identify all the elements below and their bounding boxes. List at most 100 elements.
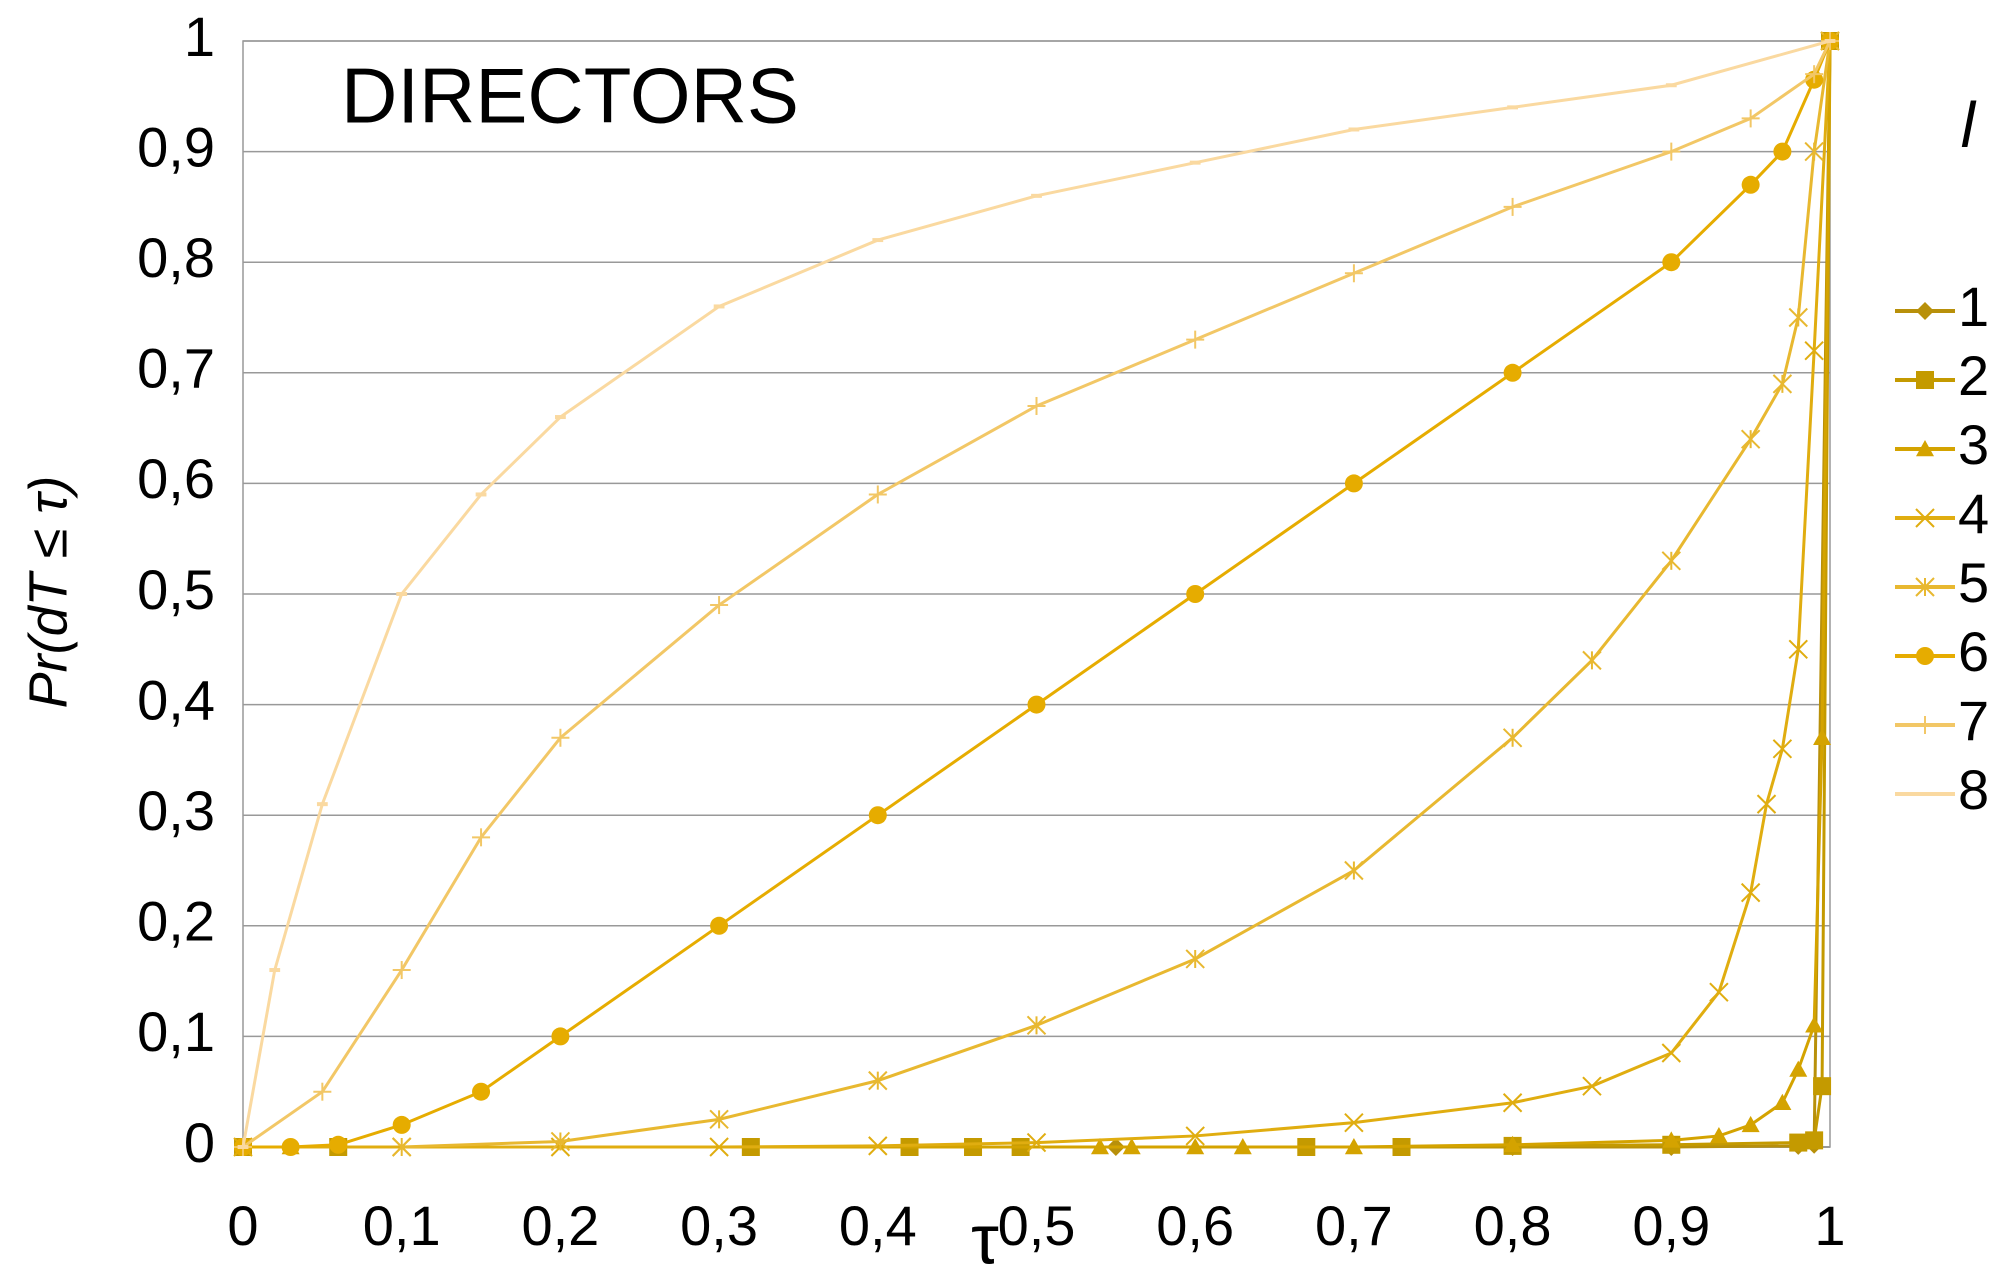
legend-marker <box>1915 508 1935 528</box>
series-line <box>241 39 1831 1148</box>
x-tick-label: 0,6 <box>1156 1194 1234 1257</box>
y-tick-label: 0 <box>184 1111 215 1174</box>
x-tick-label: 0,1 <box>363 1194 441 1257</box>
x-axis-label: τ <box>971 1200 999 1278</box>
x-tick-label: 0,7 <box>1315 1194 1393 1257</box>
legend-marker <box>1916 302 1934 320</box>
y-tick-label: 0,2 <box>137 890 215 953</box>
marker <box>1709 982 1729 1002</box>
marker <box>1772 739 1793 759</box>
marker <box>1813 1077 1832 1096</box>
marker <box>1503 363 1522 382</box>
marker <box>1741 175 1760 194</box>
marker <box>1502 728 1523 748</box>
marker <box>1709 1126 1728 1144</box>
marker <box>1027 695 1046 714</box>
marker <box>472 1082 491 1101</box>
y-tick-label: 0,8 <box>137 226 215 289</box>
marker <box>551 728 570 747</box>
legend-marker <box>1916 440 1934 457</box>
marker <box>1661 551 1682 571</box>
x-tick-label: 0 <box>227 1194 258 1257</box>
marker <box>1773 142 1792 161</box>
legend-marker <box>1916 371 1934 389</box>
marker <box>1502 1093 1523 1113</box>
x-tick-label: 0,3 <box>680 1194 758 1257</box>
x-tick-label: 0,5 <box>998 1194 1076 1257</box>
marker <box>1186 330 1205 349</box>
legend-label: 8 <box>1958 758 1989 821</box>
legend-label: 2 <box>1958 344 1989 407</box>
x-tick-label: 1 <box>1814 1194 1845 1257</box>
marker <box>1026 1015 1047 1036</box>
marker <box>1186 1138 1205 1155</box>
marker <box>1788 639 1808 660</box>
marker <box>868 1070 888 1091</box>
marker <box>329 1135 348 1154</box>
legend-marker <box>1916 647 1934 665</box>
marker <box>1740 429 1761 449</box>
x-tick-label: 0,8 <box>1474 1194 1552 1257</box>
y-tick-label: 0,9 <box>137 115 215 178</box>
x-tick-label: 0,2 <box>521 1194 599 1257</box>
marker <box>1741 109 1760 128</box>
legend-label: 6 <box>1958 620 1989 683</box>
y-tick-label: 0,4 <box>137 668 215 731</box>
marker <box>281 1138 300 1156</box>
y-tick-label: 0,3 <box>137 779 215 842</box>
marker <box>1344 1112 1364 1133</box>
marker <box>472 828 491 847</box>
marker <box>1788 307 1808 328</box>
marker <box>1344 264 1363 283</box>
marker <box>1662 253 1681 272</box>
y-tick-label: 0,1 <box>137 1000 215 1063</box>
marker <box>1090 1138 1109 1155</box>
marker <box>1582 1076 1602 1096</box>
marker <box>551 1027 570 1046</box>
marker <box>1805 65 1824 84</box>
x-tick-label: 0,4 <box>839 1194 917 1257</box>
marker <box>1503 197 1522 216</box>
legend-label: 4 <box>1958 482 1989 545</box>
marker <box>1185 1126 1205 1146</box>
marker <box>1026 1132 1047 1153</box>
legend-marker <box>1915 577 1935 597</box>
marker <box>1805 1016 1824 1033</box>
marker <box>1233 1138 1252 1155</box>
marker <box>1789 1133 1808 1152</box>
marker <box>1773 1093 1792 1110</box>
marker <box>1122 1138 1141 1155</box>
marker <box>392 961 411 980</box>
marker <box>710 596 729 615</box>
legend-label: 7 <box>1958 689 1989 752</box>
marker <box>1582 650 1602 671</box>
marker <box>1756 794 1777 814</box>
legend-label: 1 <box>1958 275 1989 338</box>
marker <box>1503 1135 1522 1152</box>
x-tick-label: 0,9 <box>1632 1194 1710 1257</box>
marker <box>868 485 887 504</box>
annotation: DIRECTORS <box>341 52 799 140</box>
marker <box>1804 141 1824 162</box>
marker <box>392 1115 411 1134</box>
legend-label: 3 <box>1958 413 1989 476</box>
marker <box>1186 585 1205 603</box>
marker <box>710 916 729 935</box>
marker <box>1661 1043 1682 1063</box>
marker <box>313 1082 332 1101</box>
y-tick-label: 0,5 <box>137 558 215 621</box>
legend-label: 5 <box>1958 551 1989 614</box>
marker <box>868 1136 888 1156</box>
marker <box>1813 728 1832 745</box>
marker <box>1185 949 1205 969</box>
legend-title: l <box>1961 89 1977 161</box>
marker <box>1662 142 1681 161</box>
marker <box>1805 1131 1824 1150</box>
marker <box>709 1109 729 1130</box>
y-tick-label: 1 <box>184 5 215 68</box>
y-axis-label: Pr(dT ≤ τ) <box>18 476 78 709</box>
marker <box>1804 340 1824 361</box>
legend-marker <box>1916 716 1934 734</box>
marker <box>1740 882 1761 903</box>
